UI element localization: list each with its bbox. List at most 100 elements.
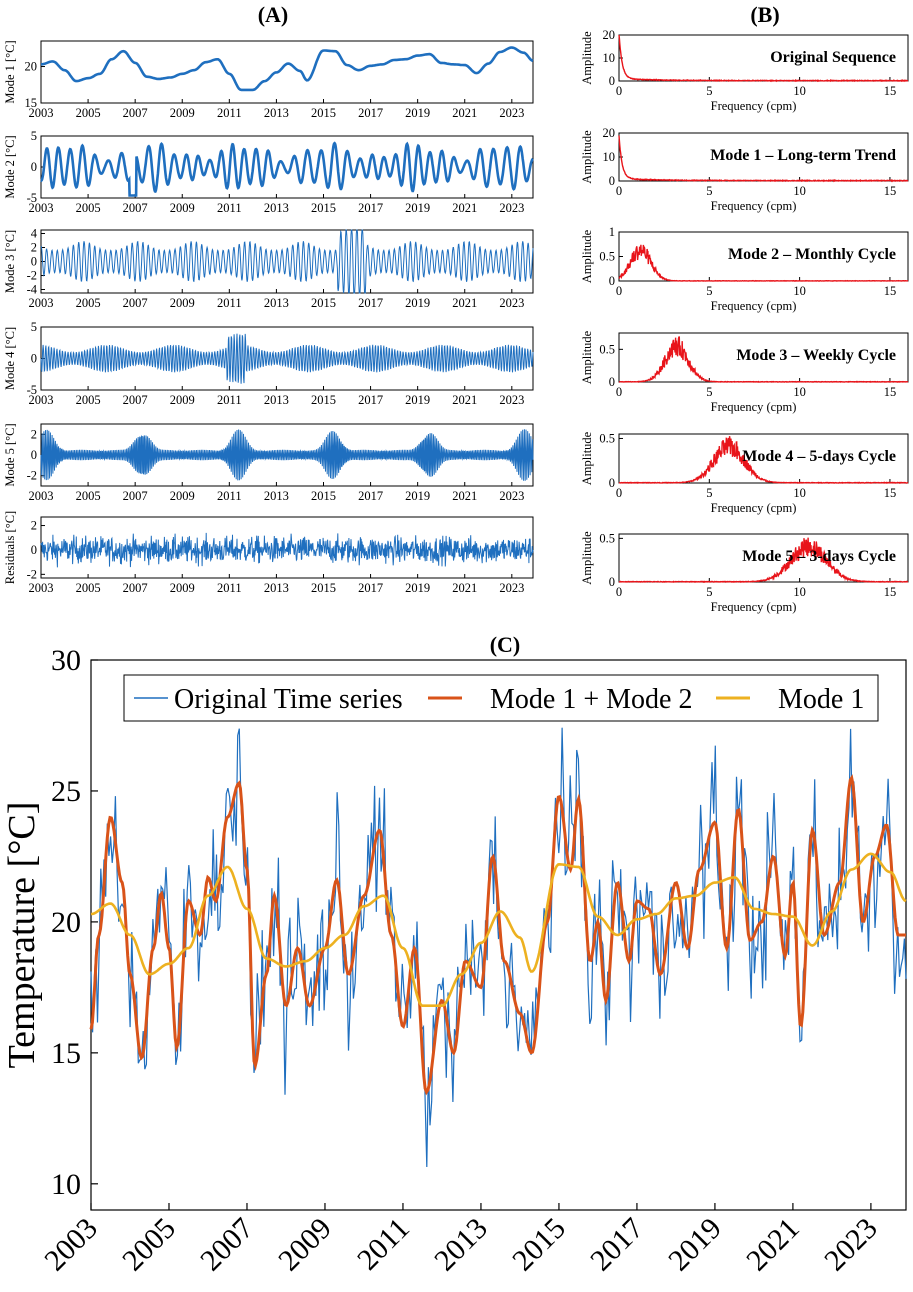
spectrum-label: Mode 3 – Weekly Cycle xyxy=(736,347,896,364)
y-tick-label: 5 xyxy=(31,129,37,143)
y-tick-label: 0 xyxy=(609,174,615,188)
y-tick-label: 10 xyxy=(603,150,616,164)
x-tick-label: 0 xyxy=(616,385,622,399)
y-tick-label: -2 xyxy=(27,567,37,581)
y-tick-label: 0 xyxy=(609,274,615,288)
x-tick-label: 2023 xyxy=(499,201,524,215)
y-axis-label: Amplitude xyxy=(580,31,594,85)
y-tick-label: 0.5 xyxy=(599,531,615,545)
y-tick-label: -2 xyxy=(27,469,37,483)
x-tick-label: 2007 xyxy=(123,296,148,310)
x-tick-label: 2007 xyxy=(123,201,148,215)
x-tick-label: 2011 xyxy=(217,489,242,503)
y-tick-label: -2 xyxy=(27,269,37,283)
x-tick-label: 2005 xyxy=(76,201,101,215)
x-tick-label: 15 xyxy=(884,585,897,599)
x-tick-label: 2019 xyxy=(405,393,430,407)
x-tick-label: 2021 xyxy=(452,296,477,310)
y-tick-label: 15 xyxy=(51,1037,81,1070)
x-axis-label: Frequency (cpm) xyxy=(711,99,797,113)
x-tick-label: 2011 xyxy=(351,1212,416,1277)
x-tick-label: 15 xyxy=(884,84,897,98)
x-tick-label: 2003 xyxy=(29,489,54,503)
spectrum-6: 0 0.5 0 5 10 15 Frequency (cpm) Amplitude Mode 5… xyxy=(580,531,909,614)
mode1-plus-mode2-line xyxy=(89,774,906,1096)
x-tick-label: 2013 xyxy=(264,393,289,407)
x-tick-label: 2017 xyxy=(358,296,383,310)
x-axis-label: Frequency (cpm) xyxy=(711,199,797,213)
x-tick-label: 2007 xyxy=(123,106,148,120)
x-tick-label: 2019 xyxy=(405,201,430,215)
y-tick-label: 0 xyxy=(609,375,615,389)
series-line xyxy=(40,229,534,294)
spectrum-2: 0 10 20 0 5 10 15 Frequency (cpm) Amplitude Mode … xyxy=(580,126,909,213)
x-tick-label: 5 xyxy=(706,585,712,599)
y-tick-label: 25 xyxy=(51,775,81,808)
y-tick-label: 0 xyxy=(31,352,37,366)
spectrum-4: 0 0.5 0 5 10 15 Frequency (cpm) Amplitude Mode 3… xyxy=(580,330,909,414)
x-tick-label: 2009 xyxy=(170,393,195,407)
x-tick-label: 10 xyxy=(793,184,806,198)
x-tick-label: 0 xyxy=(616,486,622,500)
y-axis-label: Amplitude xyxy=(580,229,594,283)
x-tick-label: 2023 xyxy=(499,393,524,407)
x-tick-label: 2023 xyxy=(499,106,524,120)
x-tick-label: 10 xyxy=(793,585,806,599)
y-tick-label: 0 xyxy=(31,160,37,174)
axes-box xyxy=(618,433,909,484)
x-tick-label: 2015 xyxy=(506,1212,572,1278)
axes-box xyxy=(40,516,534,579)
y-tick-label: 4 xyxy=(31,227,38,241)
x-tick-label: 2023 xyxy=(499,296,524,310)
series-line xyxy=(40,141,534,197)
spectrum-label: Mode 4 – 5-days Cycle xyxy=(742,448,896,465)
x-tick-label: 2003 xyxy=(29,201,54,215)
spectrum-line xyxy=(618,34,908,83)
x-tick-label: 5 xyxy=(706,84,712,98)
x-tick-label: 2013 xyxy=(264,581,289,595)
x-tick-label: 2017 xyxy=(358,201,383,215)
y-tick-label: 0.5 xyxy=(599,431,615,445)
x-tick-label: 2005 xyxy=(76,106,101,120)
spectrum-label: Mode 1 – Long-term Trend xyxy=(710,147,896,164)
x-tick-label: 2021 xyxy=(452,201,477,215)
x-tick-label: 15 xyxy=(884,486,897,500)
y-tick-label: -5 xyxy=(27,191,37,205)
spectrum-label: Mode 2 – Monthly Cycle xyxy=(728,246,896,263)
series-line xyxy=(40,333,534,384)
y-axis-label: Amplitude xyxy=(580,130,594,184)
y-axis-label: Mode 2 [°C] xyxy=(3,135,17,198)
y-tick-label: 10 xyxy=(51,1168,81,1201)
x-tick-label: 2003 xyxy=(29,106,54,120)
x-tick-label: 2021 xyxy=(740,1212,806,1278)
x-tick-label: 2023 xyxy=(818,1212,884,1278)
x-tick-label: 2009 xyxy=(170,106,195,120)
x-tick-label: 2005 xyxy=(76,489,101,503)
x-tick-label: 2015 xyxy=(311,106,336,120)
x-tick-label: 2003 xyxy=(29,296,54,310)
x-tick-label: 2021 xyxy=(452,581,477,595)
x-tick-label: 10 xyxy=(793,284,806,298)
x-tick-label: 15 xyxy=(884,385,897,399)
subplot-a-6: -2 0 2 2003 2005 2007 2009 2011 2013 2015 2017 2019… xyxy=(3,511,534,595)
x-tick-label: 5 xyxy=(706,284,712,298)
x-tick-label: 2005 xyxy=(116,1212,182,1278)
x-axis-label: Frequency (cpm) xyxy=(711,501,797,515)
x-tick-label: 10 xyxy=(793,84,806,98)
y-axis-label: Mode 4 [°C] xyxy=(3,327,17,390)
axes-box xyxy=(40,135,534,199)
subplot-a-4: -5 0 5 2003 2005 2007 2009 2011 2013 2015 2017 2019… xyxy=(3,320,534,407)
x-tick-label: 0 xyxy=(616,585,622,599)
x-tick-label: 2011 xyxy=(217,106,242,120)
x-tick-label: 2017 xyxy=(358,393,383,407)
spectrum-1: 0 10 20 0 5 10 15 Frequency (cpm) Amplitude Origi… xyxy=(580,28,909,113)
x-tick-label: 2023 xyxy=(499,581,524,595)
panel-title-b: (B) xyxy=(750,2,779,27)
x-tick-label: 2009 xyxy=(170,489,195,503)
x-tick-label: 2011 xyxy=(217,393,242,407)
x-tick-label: 2021 xyxy=(452,393,477,407)
